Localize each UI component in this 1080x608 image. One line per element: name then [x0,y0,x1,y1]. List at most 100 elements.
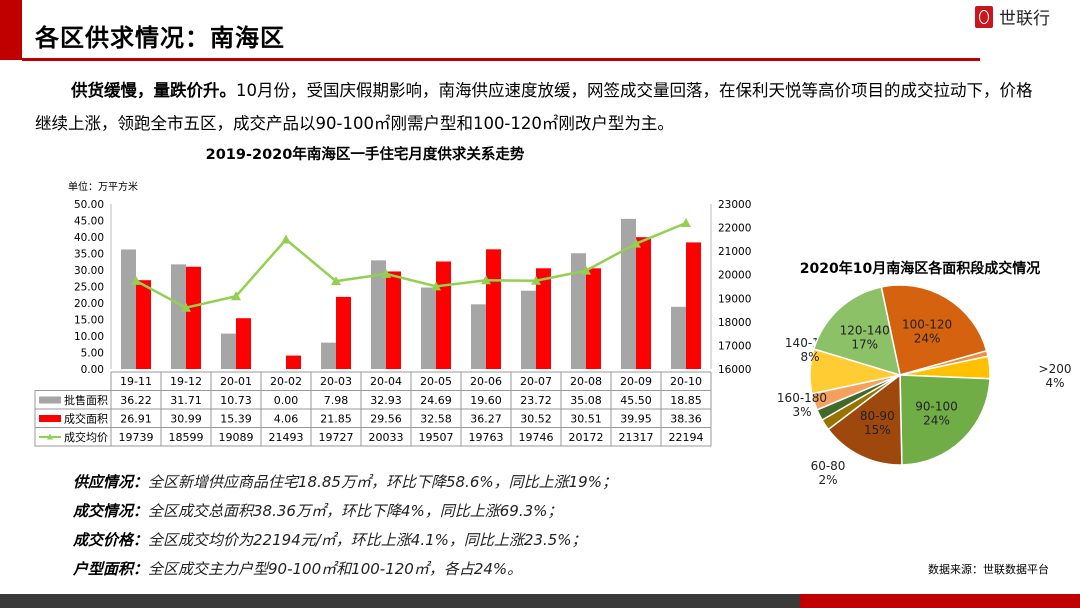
x-category-label: 20-04 [370,375,402,388]
intro-paragraph: 供货缓慢，量跌价升。10月份，受国庆假期影响，南海供应速度放缓，网签成交量回落，… [35,74,1045,140]
price-marker [581,265,591,275]
table-cell: 26.91 [120,413,152,426]
legend-key [39,396,61,404]
table-cell: 15.39 [220,413,252,426]
pie-percent: 15% [864,423,891,437]
pie-percent: 17% [851,338,878,352]
pie-label: >200 [1039,362,1072,376]
bar-transaction [686,242,701,369]
title-divider [22,58,980,61]
price-marker [381,268,391,278]
bar-supply [421,287,436,369]
table-cell: 30.99 [170,413,202,426]
table-cell: 7.98 [324,394,349,407]
table-cell: 30.52 [520,413,552,426]
price-marker [431,281,441,291]
legend-key [39,415,61,422]
page-title: 各区供求情况：南海区 [35,24,285,52]
x-category-label: 20-01 [220,375,252,388]
pie-percent: 8% [800,350,819,364]
y-right-tick: 20000 [718,270,751,282]
price-marker [331,276,341,286]
y-right-tick: 21000 [718,246,751,258]
y-right-tick: 19000 [718,293,751,305]
bar-supply [571,253,586,369]
y-left-tick: 40.00 [74,232,104,244]
x-category-label: 19-12 [170,375,202,388]
price-marker [181,302,191,312]
bar-supply [321,342,336,369]
pie-percent: 2% [818,473,837,487]
bar-supply [121,249,136,369]
intro-text: 10月份，受国庆假期影响，南海供应速度放缓，网签成交量回落，在保利天悦等高价项目… [35,81,1033,133]
bar-supply [621,218,636,369]
table-cell: 30.51 [570,413,602,426]
table-cell: 21493 [269,431,304,444]
y-right-tick: 18000 [718,317,751,329]
pie-label: 80-90 [860,409,895,423]
bar-transaction [586,268,601,369]
bar-transaction [386,271,401,369]
legend-marker [47,433,53,440]
table-cell: 21317 [619,431,654,444]
x-category-label: 20-10 [670,375,702,388]
area-pie-chart: 100-12024%>2004%90-10024%80-9015%60-802%… [777,284,1072,487]
supply-demand-chart: 单位：万平方米 0.00 5.00 10.00 15.00 20.00 25.00 30.00… [34,180,751,447]
table-cell: 19746 [519,431,554,444]
price-marker [631,238,641,248]
pie-label: 120-140 [840,324,890,338]
table-cell: 21.85 [320,413,352,426]
bar-transaction [136,280,151,369]
bar-transaction [336,296,351,369]
table-cell: 22194 [669,431,704,444]
note-supply: 供应情况：全区新增供应商品住宅18.85万㎡，环比下降58.6%，同比上涨19%… [73,473,617,491]
unit-label: 单位：万平方米 [68,180,138,193]
bar-transaction [186,266,201,369]
price-marker [481,275,491,285]
bar-supply [371,260,386,369]
table-cell: 38.36 [670,413,702,426]
table-cell: 20033 [369,431,404,444]
pie-percent: 24% [914,331,941,345]
price-marker [131,275,141,285]
pie-percent: 3% [792,405,811,419]
y-left-tick: 30.00 [74,265,104,277]
y-left-tick: 20.00 [74,298,104,310]
y-left-tick: 25.00 [74,282,104,294]
y-left-tick: 50.00 [74,199,104,211]
table-cell: 35.08 [570,394,602,407]
bar-supply [521,290,536,369]
price-marker [281,234,291,244]
y-left-tick: 15.00 [74,315,104,327]
y-right-tick: 17000 [718,340,751,352]
table-cell: 32.58 [420,413,452,426]
table-cell: 19739 [119,431,154,444]
table-cell: 19.60 [470,394,502,407]
x-category-label: 20-08 [570,375,602,388]
footer-accent [800,594,1080,608]
pie-chart-title: 2020年10月南海区各面积段成交情况 [799,261,1041,277]
accent-bar [0,0,22,60]
pie-percent: 24% [923,413,950,427]
table-cell: 31.71 [170,394,202,407]
logo: 世联行 [975,4,1050,29]
line-avg-price [135,221,687,310]
bar-supply [221,333,236,369]
table-cell: 45.50 [620,394,652,407]
legend-label: 成交均价 [64,430,108,444]
table-cell: 19763 [469,431,504,444]
note-unit-type: 户型面积：全区成交主力户型90-100㎡和100-120㎡，各占24%。 [73,560,523,578]
bar-transaction [286,355,301,369]
x-category-label: 20-03 [320,375,352,388]
y-right-tick: 23000 [718,199,751,211]
pie-slice [880,284,988,376]
y-left-tick: 35.00 [74,249,104,261]
legend-label: 批售面积 [64,393,108,407]
pie-label: 60-80 [811,459,846,473]
pie-label: 90-100 [915,399,958,413]
table-cell: 39.95 [620,413,652,426]
y-right-tick: 22000 [718,223,751,235]
x-category-label: 20-06 [470,375,502,388]
table-cell: 19089 [219,431,254,444]
